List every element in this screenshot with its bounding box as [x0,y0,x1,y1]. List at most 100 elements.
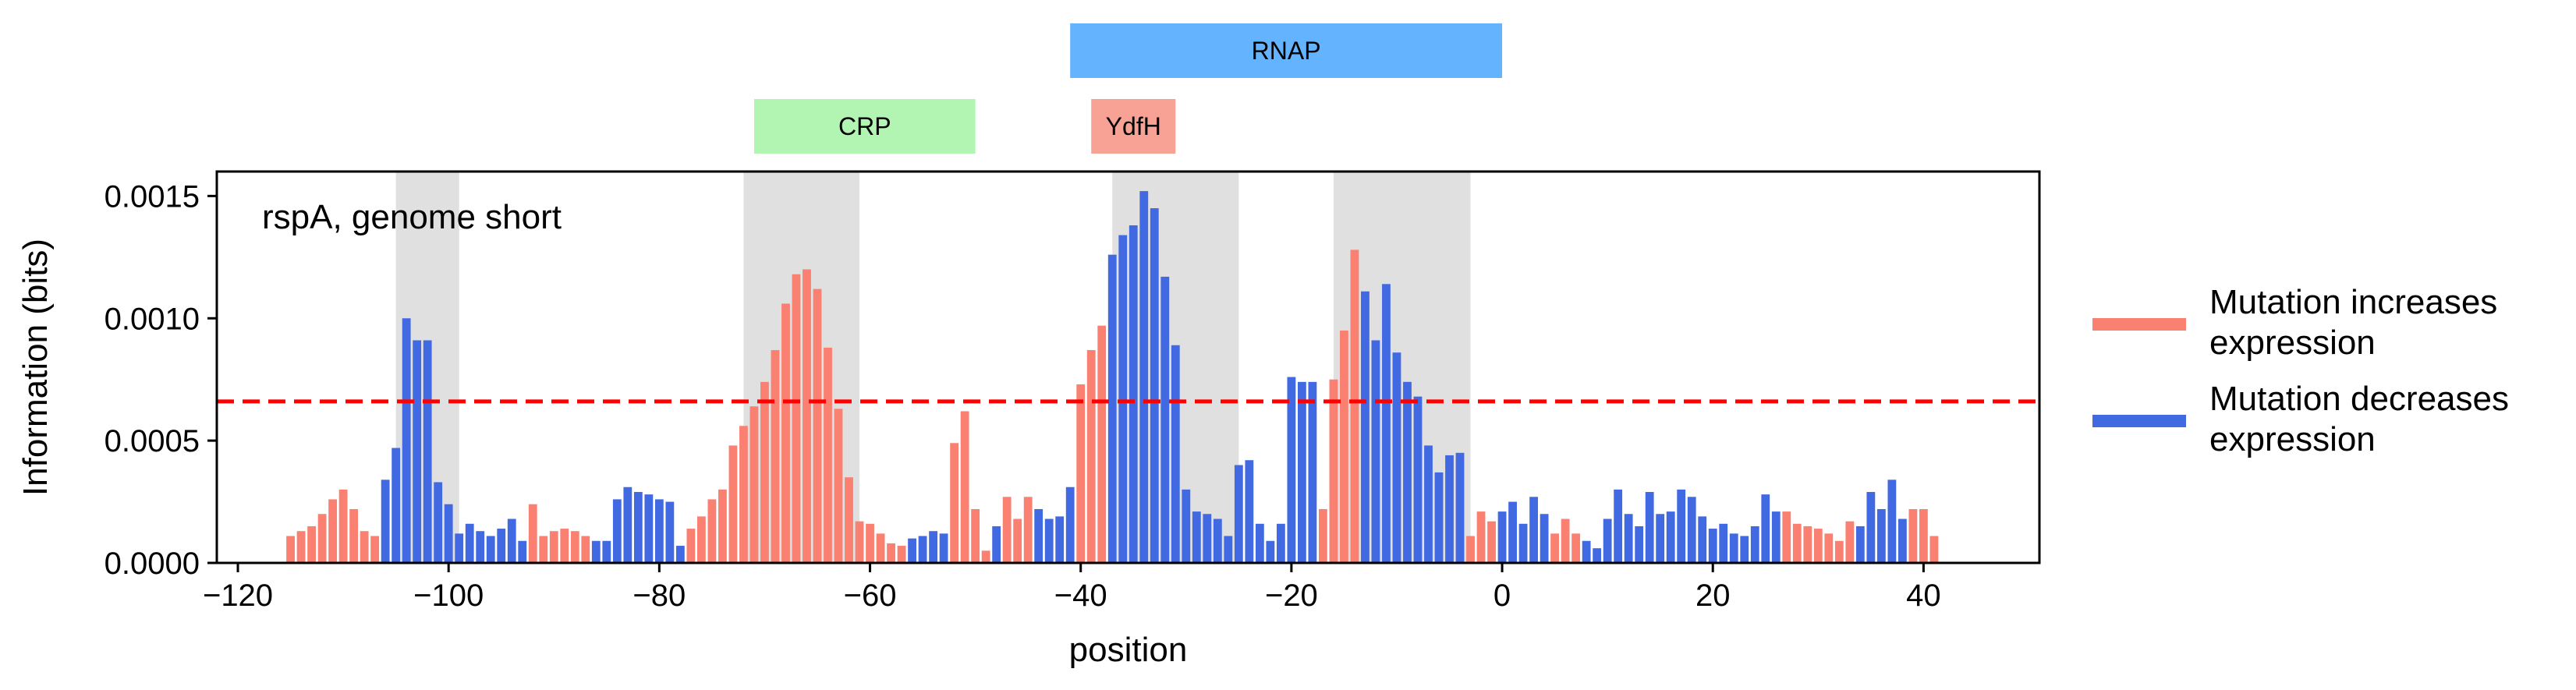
bar [939,533,948,563]
bar [960,411,969,563]
x-tick-label: 20 [1695,579,1731,613]
bar [1740,536,1749,563]
plot-frame [215,170,2041,564]
bar [1824,533,1834,563]
bar [728,445,738,563]
bar [718,489,727,563]
plot-annotation: rspA, genome short [262,198,562,236]
x-tick-label: −20 [1265,579,1318,613]
bar [528,504,537,563]
bar [549,531,558,563]
bar [1445,455,1454,563]
bar [1308,381,1317,563]
bar [1845,521,1855,563]
bar [908,538,916,563]
bar [455,533,464,563]
bar [465,523,474,563]
bar [781,303,790,563]
bar [1929,536,1939,563]
bar [686,529,696,563]
binding-site-box [753,99,976,154]
bar [1887,479,1897,563]
bar [1518,523,1528,563]
bar [1371,340,1380,563]
bar [665,501,675,563]
bar [381,479,390,563]
binding-sites: RNAP CRP YdfH [753,23,1503,154]
bar [739,426,748,563]
binding-site-box [1091,99,1176,154]
legend-swatch [2092,415,2186,427]
bar [612,499,622,563]
bar [707,499,717,563]
bar [897,546,906,563]
x-tick-label: 0 [1494,579,1511,613]
bar [1361,291,1369,563]
bar [286,536,295,563]
bar [413,340,422,563]
bar [1107,254,1117,563]
bar [1466,536,1475,563]
bar [328,499,337,563]
bar [1139,191,1149,563]
x-tick-label: −80 [632,579,686,613]
bar [1782,511,1791,563]
bar [1203,514,1212,563]
bar [1656,514,1665,563]
bar [1182,489,1191,563]
bar [1708,529,1717,563]
bar [1603,518,1612,563]
bar [1919,508,1928,563]
bar [1803,525,1812,563]
bar [1150,208,1159,563]
bar [1540,514,1549,563]
bar [402,318,411,563]
bar [1065,487,1075,563]
binding-site-label: YdfH [1106,112,1161,140]
bar [1876,508,1886,563]
bar [1118,235,1128,563]
bar [1350,249,1359,563]
legend-swatch [2092,318,2186,331]
bar [1224,536,1233,563]
bar [360,531,369,563]
bar [349,508,359,563]
binding-site-label: RNAP [1252,37,1321,65]
bar [749,406,759,563]
bar [1160,276,1170,563]
bar [654,499,664,563]
bar [1593,548,1602,563]
binding-site-box [1070,23,1503,78]
bar [929,531,937,563]
bar [1529,497,1538,563]
bar [581,536,590,563]
bar [1413,396,1423,563]
y-axis-label: Information (bits) [16,239,55,496]
legend-label: expression [2209,420,2376,458]
bar [1561,518,1570,563]
x-axis-label: position [1069,631,1188,669]
bar [834,409,843,563]
bar [1055,516,1065,563]
bar [918,536,927,563]
legend-label: Mutation decreases [2209,380,2509,418]
bar [570,531,579,563]
bar [507,518,516,563]
y-axis: 0.0000 0.0005 0.0010 0.0015 [105,179,217,581]
bar [1013,518,1022,563]
bar [1497,511,1507,563]
bar [887,543,895,563]
legend-label: expression [2209,324,2376,362]
bar [539,536,548,563]
bar [771,350,780,563]
bar [591,540,601,563]
bar [1855,525,1865,563]
bar [317,514,327,563]
bar [1076,384,1086,563]
bar [1582,540,1591,563]
bar [1635,525,1644,563]
bar [1023,497,1033,563]
bar [307,525,316,563]
